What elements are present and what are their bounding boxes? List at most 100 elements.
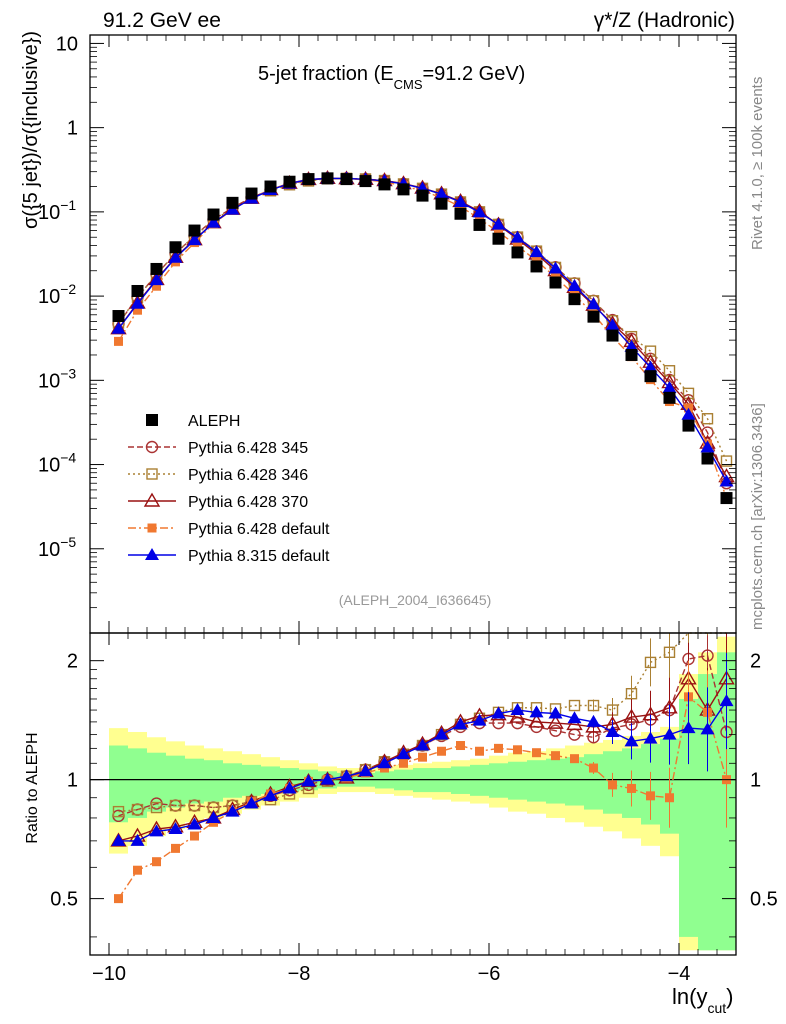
ratio-tick-label-left: 0.5 [50,889,78,911]
ratio-point [625,687,638,700]
ratio-point [190,831,199,841]
data-point [625,348,638,361]
data-point [434,187,449,200]
data-point [513,241,522,251]
data-point [530,260,543,273]
ratio-tick-label-right: 1 [750,770,761,792]
ratio-point [475,746,484,756]
band-green-bin [128,748,147,818]
data-point [187,233,202,246]
data-point [131,284,144,297]
y-tick-exponent: −5 [60,534,76,550]
band-green-bin [166,755,185,808]
ratio-point [529,705,544,718]
ratio-point [589,763,598,773]
data-point [475,214,484,224]
data-point [568,293,581,306]
y-tick-label: 10−3 [38,365,76,392]
side-version: Rivet 4.1.0, ≥ 100k events [749,77,766,250]
y-tick-label: 10−4 [38,450,76,477]
legend-item-p346: Pythia 6.428 346 [128,467,308,484]
legend-marker [145,440,159,454]
legend-marker [146,414,158,426]
y-tick-base: 10 [38,370,60,392]
ratio-point [701,649,714,662]
data-point [529,245,544,258]
data-point [207,208,220,221]
ratio-point [168,822,183,835]
band-green-bin [204,760,223,802]
data-point [701,452,714,465]
band-green-bin [508,761,527,800]
band-green-bin [698,674,717,951]
data-point [606,329,619,342]
ratio-point [646,791,655,801]
ratio-series-layer [110,632,735,904]
ratio-point [320,772,335,785]
ratio-point [339,769,354,782]
ratio-point [358,764,373,777]
band-green-bin [584,754,603,810]
band-green-bin [223,763,242,798]
ratio-point [282,781,297,794]
ratio-point [114,894,123,904]
series-ratio-line [117,695,728,899]
data-point [492,232,505,245]
ratio-tick-label-left: 1 [67,770,78,792]
data-point [454,207,467,220]
y-tick-base: 10 [38,539,60,561]
band-green-bin [109,745,128,823]
data-point [150,262,163,275]
ratio-point [608,780,617,790]
data-point [416,189,429,202]
ratio-point [150,801,163,814]
ratio-point [187,817,202,830]
band-green-bin [185,758,204,804]
band-green-bin [489,763,508,798]
ratio-point [396,747,411,760]
ratio-point [605,724,620,737]
ratio-point [434,727,449,740]
data-point [624,339,639,352]
data-point [206,215,221,228]
data-point [472,205,487,218]
ratio-point [509,708,526,723]
data-point [605,318,620,331]
data-point [510,230,525,243]
ratio-point [111,833,126,846]
y-tick-label: 10−1 [38,197,76,224]
data-point [491,217,506,230]
x-axis-label: ln(ycut) [672,984,733,1016]
uncertainty-bands [109,636,736,951]
data-point [340,173,353,186]
legend-label: ALEPH [188,413,240,430]
series-ratio-line [118,632,727,813]
series-p370-main [110,169,735,483]
y-tick-base: 10 [38,202,60,224]
ratio-point [206,810,221,823]
y-tick-label: 10 [56,33,78,55]
ratio-point [494,743,503,753]
ratio-y-axis-label: Ratio to ALEPH [24,732,41,843]
y-tick-exponent: −2 [60,281,76,297]
legend-marker [146,468,158,480]
data-point [548,261,563,274]
title-main: 5-jet fraction (E [258,63,394,85]
y-tick-label: 1 [67,118,78,140]
data-point [701,413,714,425]
legend-item-p345: Pythia 6.428 345 [128,440,308,457]
data-point [302,173,315,186]
title-tail: =91.2 GeV) [423,63,526,85]
ratio-point [549,724,562,737]
band-green-bin [470,764,489,796]
data-point [245,187,258,200]
y-tick-base: 10 [38,286,60,308]
data-point [111,321,126,334]
data-point [133,305,142,315]
header-left: 91.2 GeV ee [103,9,221,32]
data-point [473,218,486,231]
data-point [720,492,733,505]
ratio-point [399,758,408,768]
ratio-point [719,694,734,707]
